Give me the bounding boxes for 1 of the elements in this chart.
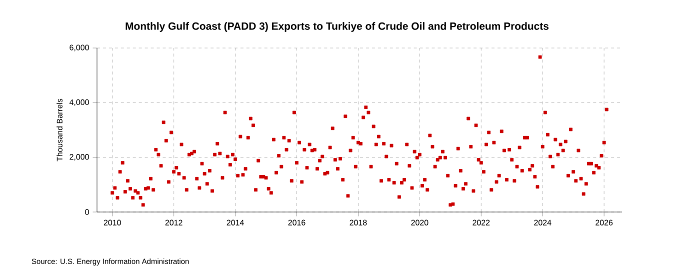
chart-title: Monthly Gulf Coast (PADD 3) Exports to Turkiye of Crude Oil and Petroleum Products [126,22,549,32]
